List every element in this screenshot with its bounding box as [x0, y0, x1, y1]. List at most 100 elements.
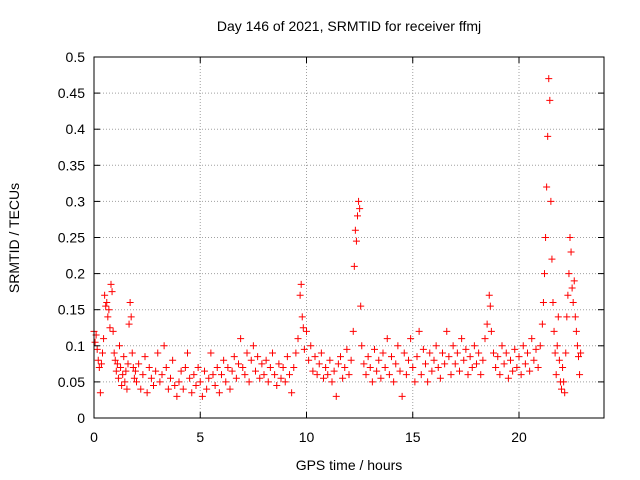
- data-points: [90, 75, 585, 400]
- y-tick-label: 0.1: [66, 338, 86, 354]
- data-point: [544, 132, 552, 140]
- y-tick-label: 0.4: [66, 121, 86, 137]
- data-point: [100, 335, 108, 343]
- data-point: [373, 367, 381, 375]
- data-point: [152, 367, 160, 375]
- data-point: [515, 353, 523, 361]
- data-point: [441, 360, 449, 368]
- data-point: [532, 345, 540, 353]
- data-point: [546, 96, 554, 104]
- data-point: [449, 342, 457, 350]
- data-point: [156, 378, 164, 386]
- data-point: [150, 382, 157, 390]
- data-point: [398, 392, 406, 400]
- data-point: [169, 356, 177, 364]
- x-tick-label: 5: [196, 429, 204, 445]
- data-point: [186, 374, 194, 382]
- data-point: [328, 378, 336, 386]
- data-point: [113, 360, 121, 368]
- data-point: [417, 371, 425, 379]
- data-point: [542, 234, 550, 241]
- data-point: [524, 349, 531, 357]
- data-point: [290, 363, 298, 371]
- data-point: [371, 345, 378, 353]
- data-point: [356, 205, 364, 213]
- data-point: [343, 345, 351, 353]
- data-point: [349, 327, 357, 335]
- data-point: [158, 371, 166, 379]
- data-point: [162, 363, 170, 371]
- data-point: [564, 291, 572, 299]
- data-point: [147, 374, 155, 382]
- data-point: [326, 356, 334, 364]
- data-point: [547, 197, 555, 205]
- data-point: [511, 345, 519, 353]
- data-point: [167, 374, 174, 382]
- data-point: [218, 371, 225, 379]
- data-point: [362, 371, 370, 379]
- data-point: [154, 349, 162, 357]
- data-point: [201, 367, 208, 375]
- data-point: [517, 371, 525, 379]
- data-point: [145, 363, 153, 371]
- data-point: [277, 374, 285, 382]
- data-point: [207, 349, 215, 357]
- data-point: [436, 374, 444, 382]
- data-point: [504, 374, 512, 382]
- data-point: [566, 234, 574, 241]
- data-point: [311, 353, 319, 361]
- data-point: [120, 353, 128, 361]
- chart-title: Day 146 of 2021, SRMTID for receiver ffm…: [217, 18, 481, 34]
- data-point: [160, 342, 168, 350]
- data-point: [483, 320, 491, 328]
- data-point: [266, 363, 274, 371]
- data-point: [124, 360, 132, 368]
- data-point: [126, 298, 134, 306]
- x-tick-label: 10: [299, 429, 315, 445]
- data-point: [102, 302, 110, 310]
- data-point: [479, 356, 487, 364]
- data-point: [322, 363, 330, 371]
- data-point: [551, 349, 559, 357]
- data-point: [123, 385, 131, 393]
- data-point: [112, 367, 120, 375]
- data-point: [99, 349, 106, 357]
- data-point: [466, 353, 474, 361]
- data-point: [307, 342, 315, 350]
- data-point: [137, 385, 145, 393]
- data-point: [477, 371, 485, 379]
- data-point: [554, 313, 562, 321]
- data-point: [292, 349, 300, 357]
- data-point: [419, 345, 427, 353]
- data-point: [313, 371, 321, 379]
- data-point: [297, 280, 305, 288]
- data-point: [360, 360, 368, 368]
- data-point: [269, 349, 276, 357]
- data-point: [494, 353, 502, 361]
- data-point: [139, 371, 147, 379]
- data-point: [334, 360, 342, 368]
- data-point: [262, 356, 270, 364]
- data-point: [128, 349, 136, 357]
- data-point: [541, 270, 548, 278]
- data-point: [122, 367, 130, 375]
- data-point: [519, 342, 527, 350]
- y-tick-label: 0.15: [58, 302, 85, 318]
- data-point: [91, 338, 99, 346]
- data-point: [577, 349, 585, 357]
- data-point: [203, 385, 211, 393]
- data-point: [273, 382, 281, 390]
- x-tick-label: 0: [90, 429, 98, 445]
- data-point: [109, 327, 117, 335]
- data-point: [245, 378, 253, 386]
- data-point: [288, 389, 296, 397]
- data-point: [552, 371, 560, 379]
- data-point: [521, 360, 529, 368]
- data-point: [184, 349, 191, 357]
- data-point: [486, 302, 494, 310]
- data-point: [205, 374, 213, 382]
- data-point: [548, 255, 556, 263]
- data-point: [281, 378, 289, 386]
- data-point: [121, 378, 129, 386]
- data-point: [141, 353, 149, 361]
